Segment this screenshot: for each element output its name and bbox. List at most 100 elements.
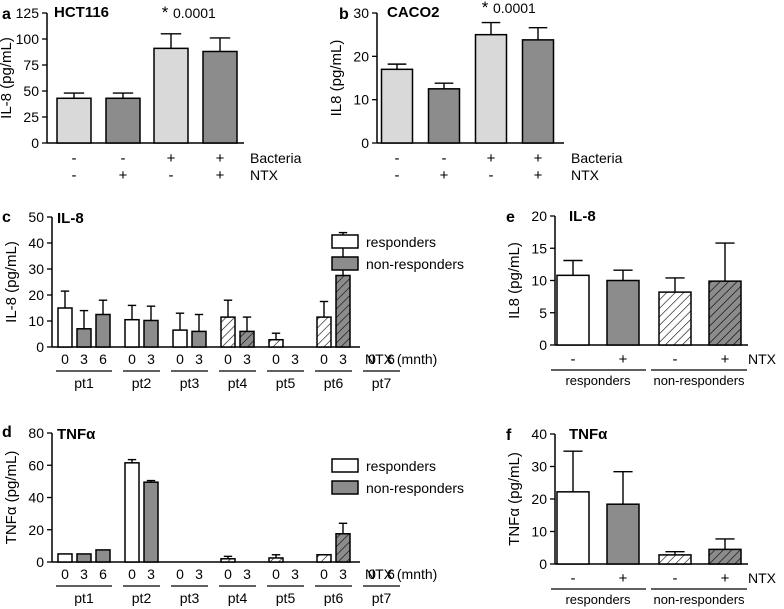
month-label: 0: [61, 351, 69, 367]
chart-title: IL-8: [569, 208, 596, 225]
y-tick-label: 20: [353, 48, 369, 64]
condition-mark: +: [487, 150, 496, 167]
chart-title: CACO2: [387, 4, 440, 21]
bar: [76, 328, 92, 348]
condition-label: Bacteria: [571, 150, 623, 166]
bar: [191, 330, 207, 348]
bar: [335, 274, 351, 348]
bar: [124, 462, 140, 563]
legend-label: non-responders: [366, 480, 464, 496]
condition-label: NTX: [748, 570, 777, 586]
significance-star: *: [482, 0, 489, 17]
condition-mark: -: [673, 351, 678, 368]
panel-letter: c: [2, 209, 11, 226]
bar: [556, 274, 590, 346]
month-label: 3: [291, 566, 299, 582]
condition-mark: +: [619, 570, 628, 587]
y-axis-label: TNFα (pg/mL): [3, 451, 20, 545]
condition-mark: +: [440, 167, 449, 184]
bar: [606, 279, 640, 346]
month-label: 0: [368, 351, 376, 367]
bar: [708, 548, 742, 565]
y-tick-label: 10: [531, 524, 547, 540]
patient-label: pt6: [324, 375, 344, 391]
bar: [427, 88, 461, 144]
patient-label: pt2: [132, 590, 152, 606]
month-label: 3: [147, 566, 155, 582]
month-label: 0: [61, 566, 69, 582]
month-label: 3: [147, 351, 155, 367]
month-label: 0: [176, 566, 184, 582]
bar: [220, 316, 236, 348]
condition-mark: -: [571, 351, 576, 368]
patient-label: pt1: [74, 375, 94, 391]
patient-label: pt7: [372, 590, 392, 606]
panel-f: 0 10 20 30 40 TNFα (pg/mL) TNFα - + - + NTX responde…: [506, 426, 777, 607]
y-tick-label: 5: [539, 305, 547, 321]
legend-label: responders: [366, 234, 436, 250]
bar: [316, 316, 332, 348]
bar: [556, 491, 590, 565]
y-tick-label: 10: [531, 273, 547, 289]
panel-letter: a: [2, 6, 11, 23]
y-tick-label: 125: [16, 5, 40, 21]
condition-mark: -: [72, 167, 77, 184]
condition-mark: +: [721, 570, 730, 587]
bar: [606, 503, 640, 565]
y-tick-label: 0: [31, 135, 39, 151]
y-axis-label: IL-8 (pg/mL): [3, 241, 20, 323]
panel-letter: b: [339, 6, 349, 23]
month-label: 0: [368, 566, 376, 582]
panel-letter: f: [506, 427, 512, 444]
significance-star: *: [162, 3, 169, 22]
bar: [95, 549, 111, 563]
group-label: non-responders: [653, 373, 745, 388]
legend-swatch-responders: [331, 458, 359, 473]
patient-label: pt2: [132, 375, 152, 391]
bar: [474, 33, 508, 144]
condition-mark: -: [571, 570, 576, 587]
bar: [202, 50, 238, 144]
month-label: 6: [387, 566, 395, 582]
bar: [316, 553, 332, 563]
y-tick-label: 40: [531, 426, 547, 442]
y-tick-label: 0: [36, 339, 44, 355]
bar: [268, 557, 284, 563]
condition-mark: -: [673, 570, 678, 587]
month-label: 3: [80, 566, 88, 582]
panel-letter: d: [2, 424, 12, 441]
y-tick-label: 100: [16, 31, 40, 47]
patient-label: pt7: [372, 375, 392, 391]
y-axis-label: IL8 (pg/mL): [506, 242, 523, 319]
patient-label: pt5: [276, 590, 296, 606]
y-tick-label: 30: [28, 261, 44, 277]
condition-mark: +: [721, 351, 730, 368]
bar: [56, 97, 92, 144]
month-label: 3: [339, 351, 347, 367]
month-label: 0: [128, 566, 136, 582]
month-label: 3: [195, 351, 203, 367]
bar: [220, 558, 236, 563]
bar: [239, 330, 255, 348]
month-label: 0: [272, 566, 280, 582]
condition-mark: +: [619, 351, 628, 368]
bar: [143, 319, 159, 348]
y-tick-label: 0: [539, 556, 547, 572]
y-tick-label: 30: [353, 5, 369, 21]
month-label: 0: [272, 351, 280, 367]
y-tick-label: 40: [28, 235, 44, 251]
month-label: 3: [80, 351, 88, 367]
condition-mark: +: [534, 150, 543, 167]
y-tick-label: 50: [23, 83, 39, 99]
x-axis-label: NTX (mnth): [365, 566, 437, 582]
bar: [153, 47, 189, 144]
group-label: non-responders: [653, 592, 745, 607]
patient-label: pt5: [276, 375, 296, 391]
month-label: 0: [128, 351, 136, 367]
condition-mark: +: [216, 150, 225, 167]
p-value: 0.0001: [493, 0, 536, 16]
y-tick-label: 25: [23, 109, 39, 125]
